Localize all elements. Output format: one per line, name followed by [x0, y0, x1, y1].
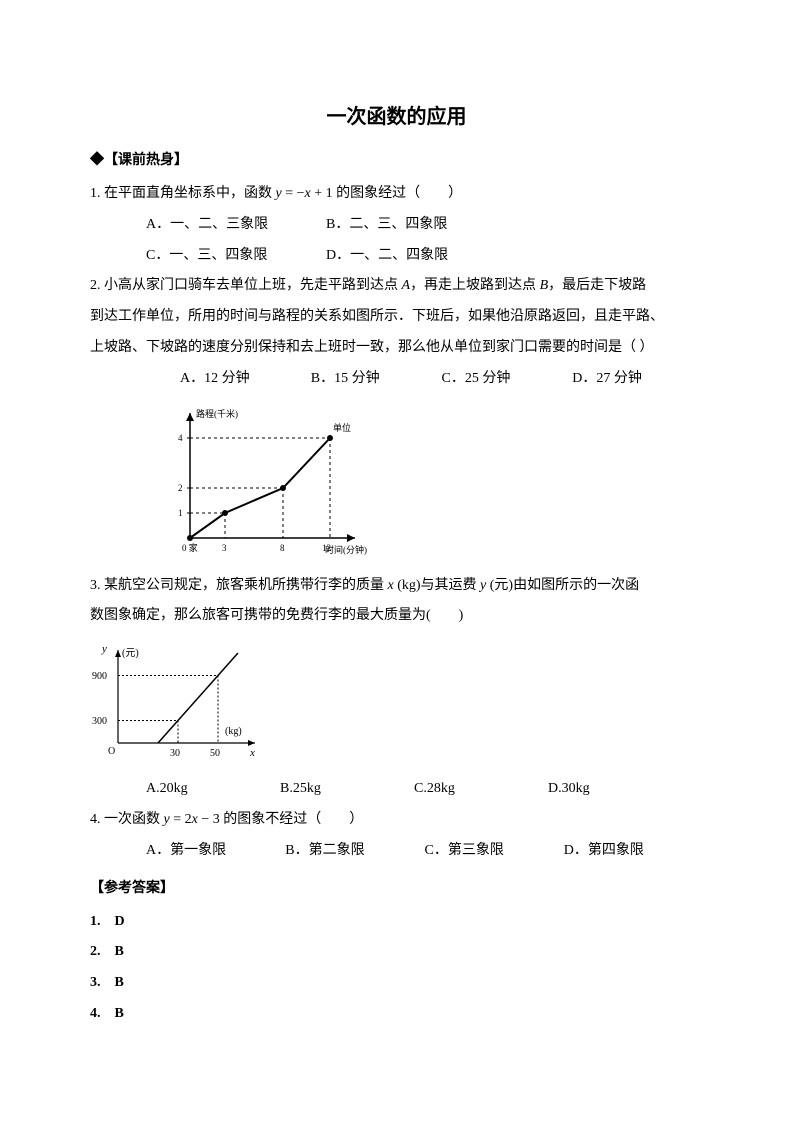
answer-1: 1. D	[90, 907, 703, 938]
q3-opt-c: C.28kg	[414, 774, 548, 805]
svg-text:12: 12	[322, 543, 331, 553]
q2-opt-a: A．12 分钟	[180, 364, 311, 395]
q2-options: A．12 分钟 B．15 分钟 C．25 分钟 D．27 分钟	[90, 364, 703, 395]
svg-text:1: 1	[178, 508, 183, 518]
q3-xvar: x	[249, 747, 255, 759]
q2-opt-b: B．15 分钟	[311, 364, 442, 395]
q2-stem-line3: 上坡路、下坡路的速度分别保持和去上班时一致，那么他从单位到家门口需要的时间是（ …	[90, 333, 703, 364]
section-warmup-header: ◆【课前热身】	[90, 149, 703, 169]
q2-origin: 0 家	[182, 542, 198, 553]
q3-options: A.20kg B.25kg C.28kg D.30kg	[90, 774, 703, 805]
q3-opt-a: A.20kg	[146, 774, 280, 805]
q1-opt-d: D．一、二、四象限	[326, 241, 506, 272]
q4-options: A．第一象限 B．第二象限 C．第三象限 D．第四象限	[90, 836, 703, 867]
q2-xlabel: 时间(分钟)	[325, 544, 367, 555]
q4-opt-b: B．第二象限	[285, 836, 424, 867]
q4-opt-a: A．第一象限	[146, 836, 285, 867]
answer-2: 2. B	[90, 937, 703, 968]
q3-stem-line2: 数图象确定，那么旅客可携带的免费行李的最大质量为( )	[90, 601, 703, 632]
q2-stem-line1: 2. 小高从家门口骑车去单位上班，先走平路到达点 A，再走上坡路到达点 B，最后…	[90, 271, 703, 302]
answer-4: 4. B	[90, 999, 703, 1030]
page: 一次函数的应用 ◆【课前热身】 1. 在平面直角坐标系中，函数 y = −x +…	[0, 0, 793, 1122]
q3-stem-line1: 3. 某航空公司规定，旅客乘机所携带行李的质量 x (kg)与其运费 y (元)…	[90, 571, 703, 602]
q2-opt-c: C．25 分钟	[442, 364, 573, 395]
q1-stem: 1. 在平面直角坐标系中，函数 y = −x + 1 的图象经过（ ）	[90, 179, 703, 210]
svg-text:8: 8	[280, 543, 285, 553]
q3-yvar: y	[101, 643, 107, 655]
q2-endlabel: 单位	[333, 422, 351, 433]
q3-opt-d: D.30kg	[548, 774, 682, 805]
answers-header: 【参考答案】	[90, 877, 703, 897]
q3-chart: y (元) x (kg) O 300 900 30 50	[90, 638, 703, 768]
q3-xlabel: (kg)	[225, 726, 242, 737]
answer-3: 3. B	[90, 968, 703, 999]
q1-options-row2: C．一、三、四象限 D．一、二、四象限	[90, 241, 703, 272]
q2-ylabel: 路程(千米)	[196, 408, 238, 419]
svg-text:2: 2	[178, 483, 183, 493]
q1-opt-c: C．一、三、四象限	[146, 241, 326, 272]
svg-text:30: 30	[170, 748, 180, 759]
q2-opt-d: D．27 分钟	[572, 364, 703, 395]
q2-stem-line2: 到达工作单位，所用的时间与路程的关系如图所示．下班后，如果他沿原路返回，且走平路…	[90, 302, 703, 333]
q2-chart: 路程(千米) 时间(分钟) 0 家 1 2 4 3 8 12	[160, 403, 703, 563]
q4-stem: 4. 一次函数 y = 2x − 3 的图象不经过（ ）	[90, 805, 703, 836]
svg-text:900: 900	[92, 671, 107, 682]
svg-text:50: 50	[210, 748, 220, 759]
q1-opt-a: A．一、二、三象限	[146, 210, 326, 241]
q3-ylabel: (元)	[122, 648, 139, 659]
q3-opt-b: B.25kg	[280, 774, 414, 805]
q4-opt-c: C．第三象限	[425, 836, 564, 867]
q3-origin: O	[108, 746, 115, 757]
svg-text:3: 3	[222, 543, 227, 553]
page-title: 一次函数的应用	[90, 100, 703, 129]
svg-text:4: 4	[178, 433, 183, 443]
q4-opt-d: D．第四象限	[564, 836, 703, 867]
q1-opt-b: B．二、三、四象限	[326, 210, 506, 241]
svg-text:300: 300	[92, 716, 107, 727]
q1-options-row1: A．一、二、三象限 B．二、三、四象限	[90, 210, 703, 241]
